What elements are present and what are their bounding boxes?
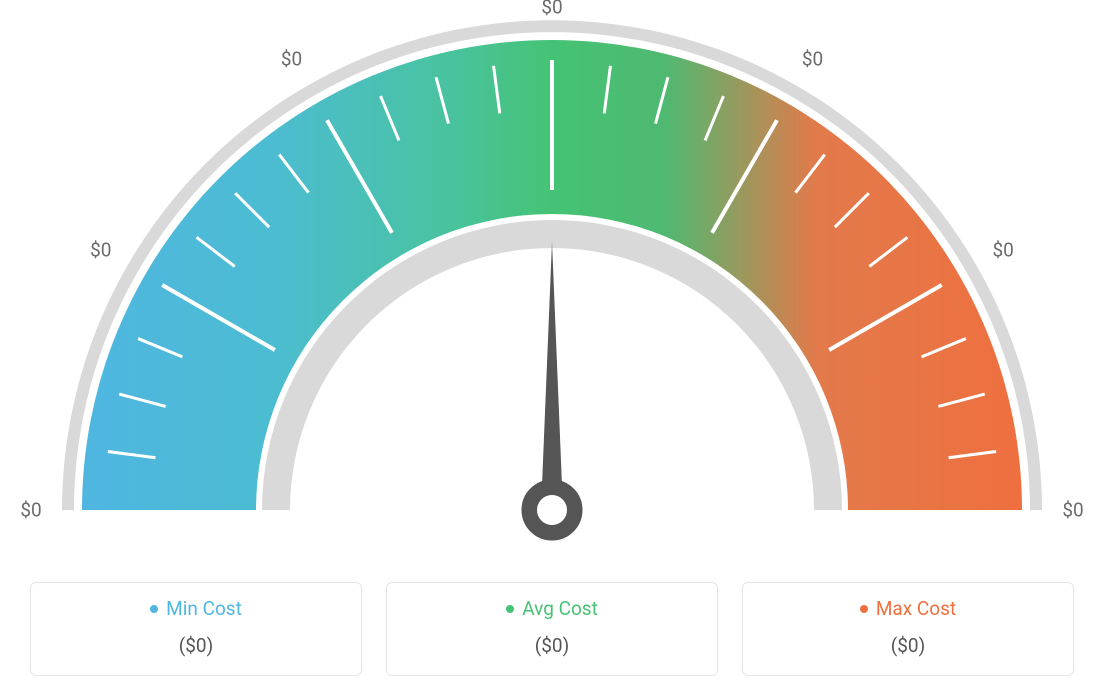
- gauge-tick-label: $0: [281, 47, 302, 70]
- legend-card-avg: Avg Cost ($0): [386, 582, 718, 676]
- gauge-tick-label: $0: [993, 238, 1014, 261]
- gauge-tick-label: $0: [1062, 499, 1083, 522]
- legend-title-avg: Avg Cost: [506, 597, 598, 620]
- gauge-tick-label: $0: [20, 499, 41, 522]
- legend-title-max: Max Cost: [860, 597, 956, 620]
- gauge-tick-label: $0: [541, 0, 562, 19]
- legend-dot-min: [150, 605, 158, 613]
- legend-title-min: Min Cost: [150, 597, 242, 620]
- legend-value-max: ($0): [753, 634, 1063, 657]
- gauge-svg: [0, 0, 1104, 560]
- gauge-tick-label: $0: [90, 238, 111, 261]
- legend-label-min: Min Cost: [166, 597, 242, 620]
- legend-dot-avg: [506, 605, 514, 613]
- gauge-tick-label: $0: [802, 47, 823, 70]
- legend-card-min: Min Cost ($0): [30, 582, 362, 676]
- legend-label-avg: Avg Cost: [522, 597, 598, 620]
- legend-card-max: Max Cost ($0): [742, 582, 1074, 676]
- gauge-chart: $0 $0 $0 $0 $0 $0 $0: [0, 0, 1104, 560]
- legend-value-min: ($0): [41, 634, 351, 657]
- legend-label-max: Max Cost: [876, 597, 956, 620]
- legend-dot-max: [860, 605, 868, 613]
- legend-row: Min Cost ($0) Avg Cost ($0) Max Cost ($0…: [30, 582, 1074, 676]
- cost-gauge-container: $0 $0 $0 $0 $0 $0 $0 Min Cost ($0) Avg Cost ($…: [0, 0, 1104, 690]
- legend-value-avg: ($0): [397, 634, 707, 657]
